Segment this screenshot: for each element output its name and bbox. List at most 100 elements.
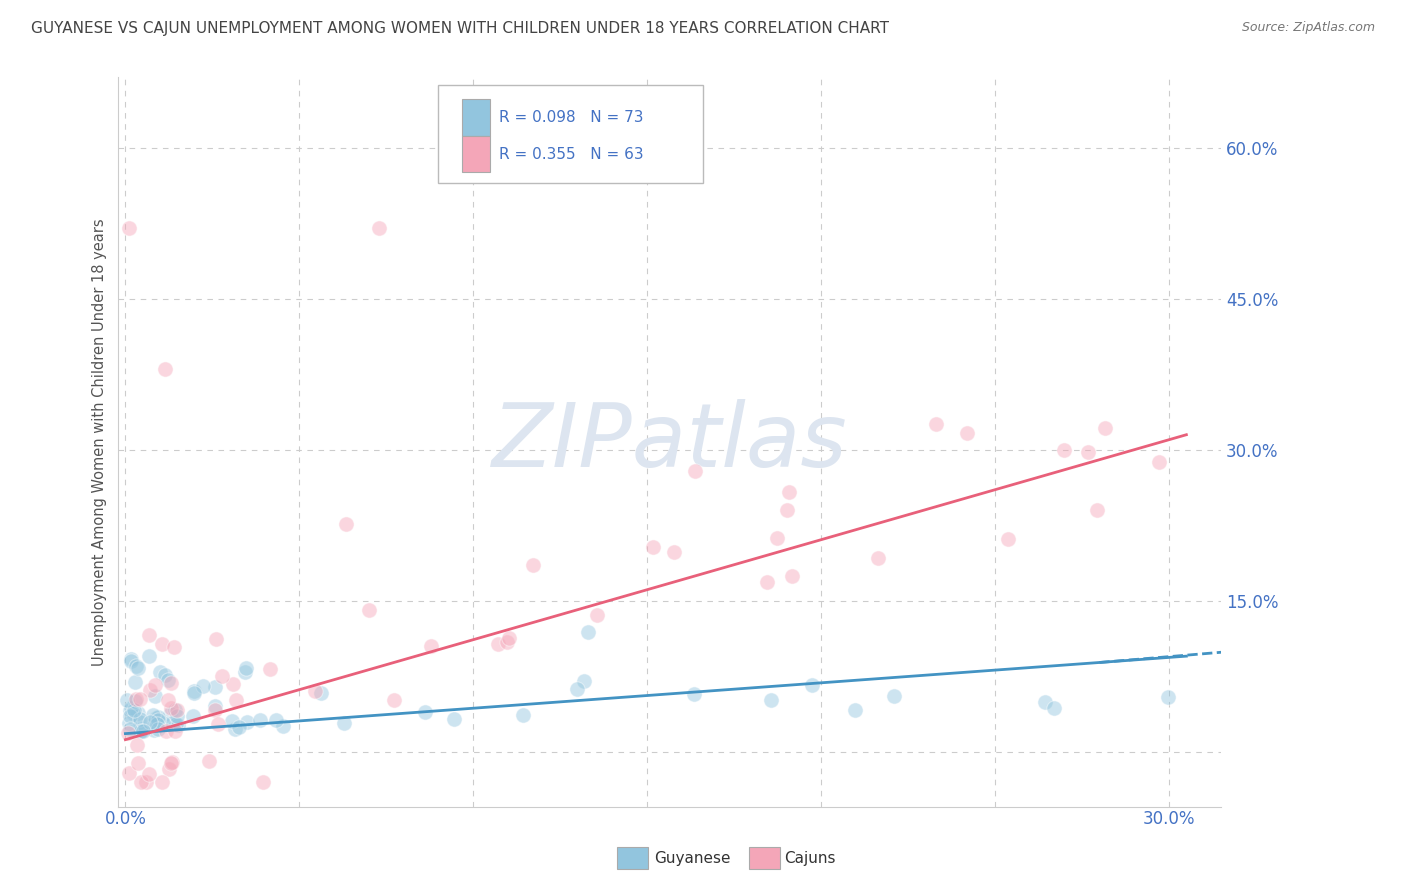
Point — [565, 681, 588, 696]
Point — [157, 693, 180, 707]
Point — [844, 703, 866, 717]
Point — [211, 669, 233, 683]
Point — [572, 674, 595, 689]
Point — [181, 709, 204, 723]
Point — [162, 715, 184, 730]
Point — [367, 221, 389, 235]
Text: 0.0%: 0.0% — [104, 810, 146, 828]
Text: R = 0.098   N = 73: R = 0.098 N = 73 — [499, 110, 644, 125]
Point — [145, 711, 167, 725]
Point — [138, 649, 160, 664]
Point — [1094, 421, 1116, 435]
Point — [222, 677, 245, 691]
Point — [309, 686, 332, 700]
Point — [1085, 503, 1108, 517]
Point — [236, 715, 259, 730]
Point — [138, 766, 160, 780]
Point — [127, 738, 149, 752]
Point — [486, 637, 509, 651]
Point — [413, 706, 436, 720]
Point — [157, 762, 180, 776]
FancyBboxPatch shape — [463, 136, 491, 172]
Point — [149, 665, 172, 679]
Text: 30.0%: 30.0% — [1143, 810, 1195, 828]
Point — [148, 722, 170, 736]
Point — [118, 703, 141, 717]
Point — [135, 775, 157, 789]
Point — [512, 707, 534, 722]
Point — [127, 706, 149, 720]
Point — [122, 703, 145, 717]
Point — [142, 707, 165, 722]
Point — [165, 717, 187, 731]
Point — [925, 417, 948, 431]
FancyBboxPatch shape — [439, 85, 703, 183]
Point — [997, 532, 1019, 546]
Point — [129, 723, 152, 738]
Point — [132, 723, 155, 738]
Point — [139, 682, 162, 697]
Point — [1053, 442, 1076, 457]
Point — [142, 716, 165, 731]
Point — [643, 541, 665, 555]
Text: Cajuns: Cajuns — [785, 851, 837, 865]
Point — [128, 714, 150, 729]
Point — [129, 712, 152, 726]
Point — [335, 516, 357, 531]
Point — [153, 668, 176, 682]
Point — [776, 503, 799, 517]
Point — [127, 660, 149, 674]
Point — [1157, 690, 1180, 705]
Text: R = 0.355   N = 63: R = 0.355 N = 63 — [499, 146, 644, 161]
Point — [120, 654, 142, 668]
Point — [138, 628, 160, 642]
Point — [152, 716, 174, 731]
Point — [1033, 695, 1056, 709]
Point — [883, 689, 905, 703]
Point — [685, 464, 707, 478]
Point — [682, 687, 704, 701]
Point — [759, 693, 782, 707]
Point — [224, 722, 246, 736]
Point — [228, 720, 250, 734]
Point — [249, 713, 271, 727]
Point — [496, 635, 519, 649]
Point — [207, 716, 229, 731]
Text: GUYANESE VS CAJUN UNEMPLOYMENT AMONG WOMEN WITH CHILDREN UNDER 18 YEARS CORRELAT: GUYANESE VS CAJUN UNEMPLOYMENT AMONG WOM… — [31, 21, 889, 36]
Point — [165, 724, 187, 739]
Point — [420, 640, 443, 654]
Point — [382, 692, 405, 706]
Point — [131, 722, 153, 736]
Point — [800, 678, 823, 692]
Point — [443, 712, 465, 726]
Point — [162, 640, 184, 654]
Point — [117, 726, 139, 740]
Text: Guyanese: Guyanese — [654, 851, 730, 865]
Point — [197, 754, 219, 768]
Point — [1043, 700, 1066, 714]
Point — [124, 674, 146, 689]
Point — [259, 662, 281, 676]
Point — [153, 362, 176, 376]
Point — [150, 775, 173, 789]
Point — [183, 686, 205, 700]
Point — [131, 723, 153, 738]
Point — [163, 703, 186, 717]
Point — [131, 775, 153, 789]
Point — [357, 603, 380, 617]
Point — [156, 673, 179, 687]
Point — [115, 692, 138, 706]
Point — [117, 766, 139, 780]
Point — [124, 694, 146, 708]
Point — [120, 701, 142, 715]
Point — [129, 692, 152, 706]
Text: ZIPatlas: ZIPatlas — [492, 400, 848, 485]
Point — [160, 700, 183, 714]
Point — [765, 531, 787, 545]
Point — [225, 693, 247, 707]
Point — [150, 636, 173, 650]
Point — [1077, 445, 1099, 459]
Point — [146, 710, 169, 724]
Point — [160, 756, 183, 771]
Point — [522, 558, 544, 572]
